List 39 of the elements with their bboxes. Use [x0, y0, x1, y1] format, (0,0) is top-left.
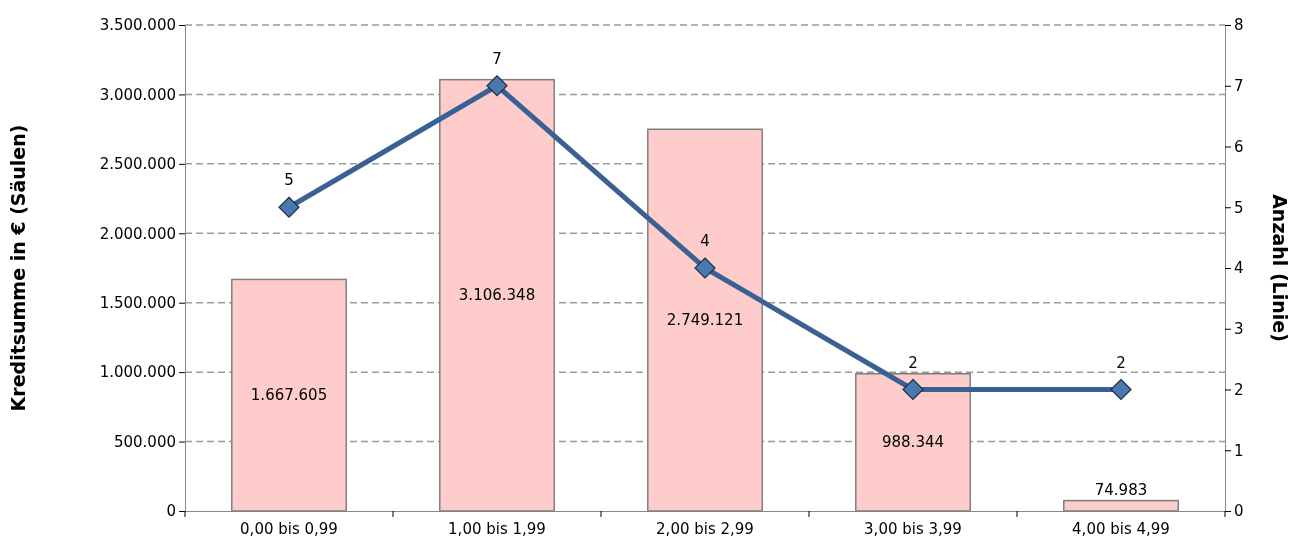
y-tick-label: 3.000.000	[99, 85, 176, 104]
y2-tick-label: 2	[1234, 380, 1244, 399]
y-tick-label: 500.000	[113, 432, 176, 451]
x-tick-label: 0,00 bis 0,99	[240, 519, 338, 538]
x-tick-label: 4,00 bis 4,99	[1072, 519, 1170, 538]
data-label: 1.667.605	[250, 386, 328, 405]
y-tick-label: 2.500.000	[99, 155, 176, 174]
y-tick-label: 3.500.000	[99, 16, 176, 35]
y2-tick-label: 6	[1234, 137, 1244, 156]
data-label: 2	[908, 353, 918, 372]
point	[694, 257, 716, 279]
y2-tick-label: 1	[1234, 441, 1244, 460]
point	[486, 75, 508, 97]
x-tick-label: 1,00 bis 1,99	[448, 519, 546, 538]
y2-tick-label: 0	[1234, 502, 1244, 521]
y2-axis-title: Anzahl (Linie)	[1269, 194, 1291, 342]
y-tick-label: 1.000.000	[99, 363, 176, 382]
data-label: 7	[492, 49, 502, 68]
y-tick-label: 0	[166, 502, 176, 521]
data-label: 4	[700, 232, 710, 250]
data-label: 988.344	[881, 433, 945, 452]
data-label: 5	[284, 171, 294, 190]
x-tick-label: 2,00 bis 2,99	[656, 519, 754, 538]
y-tick-label: 2.000.000	[99, 224, 176, 243]
y-tick-label: 1.500.000	[99, 294, 176, 313]
y2-tick-label: 8	[1234, 16, 1244, 35]
y2-tick-label: 4	[1234, 259, 1244, 278]
point	[902, 378, 924, 401]
y2-tick-label: 5	[1234, 198, 1244, 217]
data-label: 3.106.348	[458, 286, 536, 305]
point	[278, 196, 300, 218]
data-label: 74.983	[1094, 480, 1148, 499]
data-label: 2.749.121	[666, 311, 744, 330]
y2-tick-label: 3	[1234, 320, 1244, 339]
y-axis-title: Kreditsumme in € (Säulen)	[7, 124, 29, 412]
point	[1110, 378, 1132, 401]
data-label: 2	[1116, 353, 1126, 372]
y2-tick-label: 7	[1234, 77, 1244, 96]
x-tick-label: 3,00 bis 3,99	[864, 519, 962, 538]
